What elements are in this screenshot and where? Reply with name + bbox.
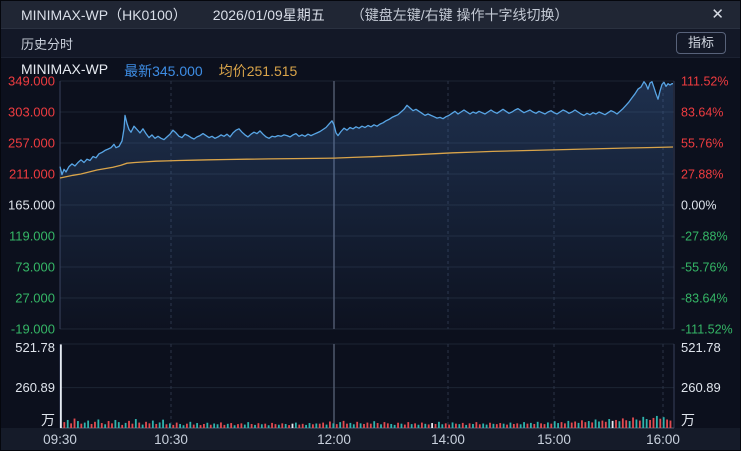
svg-text:-111.52%: -111.52%	[681, 323, 733, 337]
time-axis-strip	[1, 428, 740, 450]
svg-text:55.76%: 55.76%	[681, 137, 723, 151]
svg-text:12:00: 12:00	[317, 432, 351, 447]
svg-text:09:30: 09:30	[43, 432, 77, 447]
time-axis-labels: 09:30 10:30 12:00 14:00 15:00 16:00	[43, 432, 680, 447]
svg-text:260.89: 260.89	[15, 380, 55, 395]
svg-text:257.000: 257.000	[8, 136, 55, 151]
svg-text:349.000: 349.000	[8, 74, 55, 89]
svg-text:73.000: 73.000	[15, 260, 55, 275]
svg-text:0.00%: 0.00%	[681, 199, 716, 213]
svg-text:-83.64%: -83.64%	[681, 292, 728, 306]
date-label: 2026/01/09星期五	[212, 6, 325, 23]
svg-text:16:00: 16:00	[646, 432, 680, 447]
svg-text:万: 万	[41, 412, 55, 428]
svg-text:260.89: 260.89	[681, 380, 721, 395]
tab-row: 历史分时 指标	[1, 29, 740, 58]
tab-history-minute[interactable]: 历史分时	[21, 36, 74, 52]
crosshair-hint: （键盘左键/右键 操作十字线切换）	[350, 6, 569, 23]
right-axis-labels: 111.52% 83.64% 55.76% 27.88% 0.00% -27.88% -55…	[681, 75, 733, 337]
left-axis-labels: 349.000 303.000 257.000 211.000 165.000 119.0…	[8, 74, 55, 337]
svg-text:-55.76%: -55.76%	[681, 261, 728, 275]
titlebar: MINIMAX-WP（HK0100） 2026/01/09星期五 （键盘左键/右…	[1, 1, 740, 29]
price-area-fill	[60, 81, 673, 329]
volume-bars	[60, 344, 672, 428]
svg-text:-27.88%: -27.88%	[681, 230, 728, 244]
volume-gridlines	[60, 343, 674, 429]
volume-axis-labels: 521.78 521.78 260.89 260.89 万 万	[15, 340, 721, 428]
close-icon[interactable]: ✕	[711, 6, 724, 23]
svg-text:27.000: 27.000	[15, 291, 55, 306]
svg-text:111.52%: 111.52%	[681, 75, 729, 89]
price-line	[59, 81, 673, 176]
svg-text:10:30: 10:30	[154, 432, 188, 447]
avg-price-line	[59, 146, 674, 179]
svg-text:-19.000: -19.000	[11, 322, 55, 337]
svg-text:14:00: 14:00	[431, 432, 465, 447]
svg-text:83.64%: 83.64%	[681, 106, 723, 120]
svg-text:521.78: 521.78	[15, 340, 55, 355]
symbol-title: MINIMAX-WP（HK0100）	[21, 6, 187, 23]
indicator-button[interactable]: 指标	[675, 32, 726, 54]
svg-text:119.000: 119.000	[9, 229, 55, 244]
svg-text:211.000: 211.000	[9, 167, 55, 182]
svg-text:521.78: 521.78	[681, 340, 721, 355]
svg-text:303.000: 303.000	[8, 105, 55, 120]
svg-text:27.88%: 27.88%	[681, 168, 723, 182]
svg-text:万: 万	[681, 412, 695, 428]
svg-text:165.000: 165.000	[8, 198, 55, 213]
svg-text:15:00: 15:00	[537, 432, 571, 447]
